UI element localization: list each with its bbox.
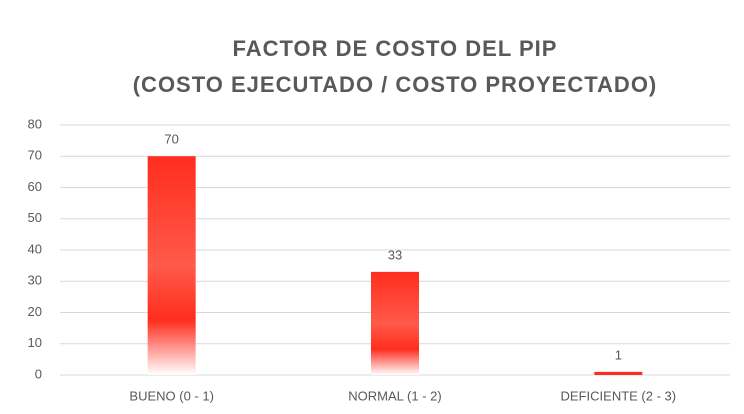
x-tick-label: DEFICIENTE (2 - 3) <box>561 388 677 403</box>
bar <box>371 271 419 375</box>
y-tick-label: 10 <box>28 335 42 350</box>
chart-title: FACTOR DE COSTO DEL PIP <box>233 36 558 61</box>
y-tick-label: 60 <box>28 179 42 194</box>
x-tick-label: BUENO (0 - 1) <box>129 388 214 403</box>
bar <box>594 371 643 375</box>
y-tick-label: 0 <box>35 366 42 381</box>
data-label: 70 <box>164 132 178 147</box>
y-tick-label: 20 <box>28 304 42 319</box>
y-tick-label: 40 <box>28 241 42 256</box>
bar <box>147 156 196 375</box>
y-tick-label: 30 <box>28 273 42 288</box>
y-tick-label: 80 <box>28 116 42 131</box>
chart-title: (COSTO EJECUTADO / COSTO PROYECTADO) <box>133 72 658 97</box>
y-tick-label: 50 <box>28 210 42 225</box>
data-label: 1 <box>615 347 622 362</box>
x-tick-label: NORMAL (1 - 2) <box>348 388 441 403</box>
data-label: 33 <box>388 247 402 262</box>
y-tick-label: 70 <box>28 148 42 163</box>
